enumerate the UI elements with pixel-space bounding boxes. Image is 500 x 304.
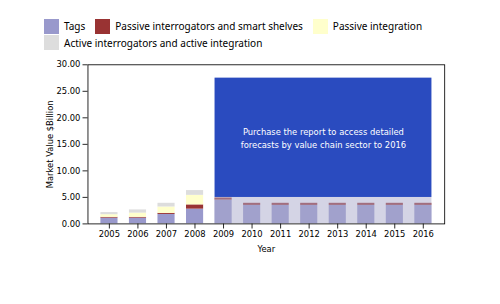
svg-text:2007: 2007	[156, 229, 177, 239]
svg-text:2005: 2005	[99, 229, 120, 239]
svg-text:20.00: 20.00	[56, 113, 80, 123]
svg-text:2009: 2009	[213, 229, 234, 239]
svg-text:0.00: 0.00	[62, 219, 81, 229]
svg-text:2006: 2006	[127, 229, 148, 239]
svg-text:2011: 2011	[270, 229, 291, 239]
svg-text:2015: 2015	[384, 229, 405, 239]
svg-text:2013: 2013	[327, 229, 348, 239]
html-text:Active interrogators and activ: Active interrogators and active integrat…	[64, 35, 263, 50]
svg-text:2016: 2016	[413, 229, 434, 239]
svg-text:Market Value $Billion: Market Value $Billion	[45, 100, 55, 188]
svg-text:30.00: 30.00	[56, 59, 80, 69]
svg-text:25.00: 25.00	[56, 86, 80, 96]
svg-text:2008: 2008	[184, 229, 205, 239]
svg-text:15.00: 15.00	[56, 139, 80, 149]
svg-text:Year: Year	[256, 244, 275, 254]
html-text:Tags: Tags	[64, 19, 86, 34]
html-text:Passive integration: Passive integration	[332, 19, 423, 34]
svg-text:Purchase the report to access: Purchase the report to access detailedfo…	[241, 127, 406, 150]
html-text:Passive interrogators and smar: Passive interrogators and smart shelves	[115, 19, 303, 34]
svg-text:5.00: 5.00	[62, 192, 81, 202]
svg-text:2010: 2010	[241, 229, 262, 239]
svg-text:2012: 2012	[298, 229, 319, 239]
svg-text:2014: 2014	[356, 229, 377, 239]
svg-text:10.00: 10.00	[56, 166, 80, 176]
